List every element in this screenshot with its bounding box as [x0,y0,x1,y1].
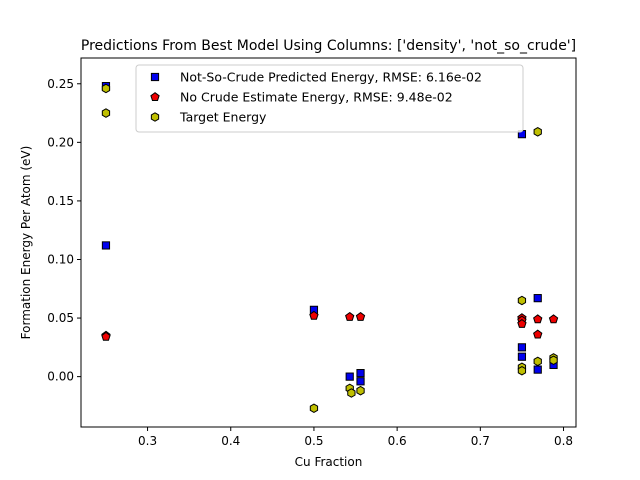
plot-frame [80,57,577,428]
x-axis: 0.3 0.4 0.5 0.6 0.7 0.8 [138,427,573,448]
crude-estimate-point [101,331,111,341]
crude-estimate-point [548,314,559,324]
x-axis-label: Cu Fraction [295,455,363,469]
crude-estimate-point [345,311,355,321]
x-tick-label: 0.4 [221,434,240,448]
legend-frame [135,64,524,133]
crude-estimate-point [355,311,366,321]
legend-entry: Not-So-Crude Predicted Energy, RMSE: 6.1… [180,70,482,85]
crude-estimate-point [517,318,527,328]
target-energy-point [101,108,111,118]
y-axis-label: Formation Energy Per Atom (eV) [19,146,33,340]
y-tick-label: 0.20 [47,135,74,149]
crude-estimate-point [533,314,543,324]
predicted-energy-point [356,369,365,378]
target-energy-point [533,127,542,137]
crude-estimate-point [309,310,319,320]
legend-entry: No Crude Estimate Energy, RMSE: 9.48e-02 [180,90,453,105]
y-tick-label: 0.00 [47,370,74,384]
target-energy-point [549,355,558,366]
y-tick-label: 0.15 [47,194,74,208]
predicted-energy-point [533,294,542,303]
legend: Not-So-Crude Predicted Energy, RMSE: 6.1… [135,64,524,133]
predicted-energy-point [345,372,354,381]
crude-estimate-point [533,329,543,339]
legend-entry: Target Energy [179,110,267,125]
x-tick-label: 0.5 [304,434,323,448]
predicted-energy-point [356,377,365,386]
target-energy-point [533,356,542,367]
target-energy-point [101,83,111,94]
x-tick-label: 0.7 [471,434,490,448]
predicted-energy-point [533,365,542,374]
x-tick-label: 0.8 [554,434,573,448]
target-energy-point [309,403,319,414]
data-points [101,82,559,414]
y-tick-label: 0.25 [47,77,74,91]
predicted-energy-point [517,352,527,361]
legend-marker [150,112,160,122]
x-tick-label: 0.3 [138,434,157,448]
y-tick-label: 0.05 [47,311,74,325]
y-axis: 0.00 0.05 0.10 0.15 0.20 0.25 [47,77,81,384]
chart-title: Predictions From Best Model Using Column… [81,38,576,54]
predicted-energy-point [517,343,527,352]
legend-marker [150,92,160,101]
legend-marker [150,72,160,82]
target-energy-point [347,388,356,398]
target-energy-point [517,365,527,376]
target-energy-point [356,385,365,396]
predicted-energy-point [101,241,111,250]
x-tick-label: 0.6 [388,434,407,448]
target-energy-point [517,295,527,306]
y-tick-label: 0.10 [47,252,74,266]
